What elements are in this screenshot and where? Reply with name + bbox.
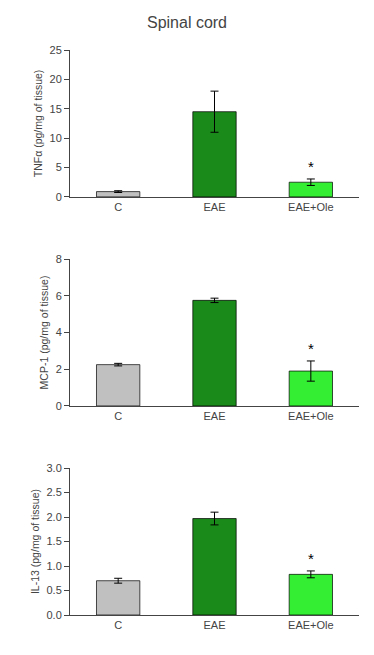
svg-text:*: * [308, 550, 314, 567]
svg-text:C: C [114, 410, 122, 422]
svg-text:2.0: 2.0 [47, 511, 62, 523]
svg-text:15: 15 [50, 103, 62, 115]
svg-text:2.5: 2.5 [47, 486, 62, 498]
svg-text:C: C [114, 201, 122, 213]
svg-text:1.0: 1.0 [47, 560, 62, 572]
svg-text:1.5: 1.5 [47, 535, 62, 547]
svg-text:2: 2 [56, 363, 62, 375]
svg-text:*: * [308, 340, 314, 357]
svg-text:5: 5 [56, 161, 62, 173]
svg-text:EAE+Ole: EAE+Ole [288, 410, 334, 422]
svg-text:0: 0 [56, 400, 62, 412]
svg-text:EAE+Ole: EAE+Ole [288, 619, 334, 631]
svg-text:MCP-1 (pg/mg of tissue): MCP-1 (pg/mg of tissue) [38, 276, 50, 390]
svg-text:25: 25 [50, 44, 62, 56]
svg-text:20: 20 [50, 73, 62, 85]
svg-text:3.0: 3.0 [47, 462, 62, 474]
svg-text:6: 6 [56, 290, 62, 302]
svg-text:10: 10 [50, 132, 62, 144]
svg-text:4: 4 [56, 326, 62, 338]
svg-text:TNFα (pg/mg of tissue): TNFα (pg/mg of tissue) [32, 70, 44, 178]
svg-text:8: 8 [56, 253, 62, 265]
svg-text:IL-13 (pg/mg of tissue): IL-13 (pg/mg of tissue) [29, 489, 41, 594]
svg-text:0: 0 [56, 191, 62, 203]
svg-text:EAE+Ole: EAE+Ole [288, 201, 334, 213]
svg-text:EAE: EAE [203, 201, 225, 213]
svg-text:Spinal cord: Spinal cord [147, 14, 227, 31]
svg-text:EAE: EAE [203, 619, 225, 631]
svg-text:EAE: EAE [203, 410, 225, 422]
svg-text:0.0: 0.0 [47, 609, 62, 621]
svg-text:*: * [308, 158, 314, 175]
svg-text:C: C [114, 619, 122, 631]
svg-text:0.5: 0.5 [47, 584, 62, 596]
